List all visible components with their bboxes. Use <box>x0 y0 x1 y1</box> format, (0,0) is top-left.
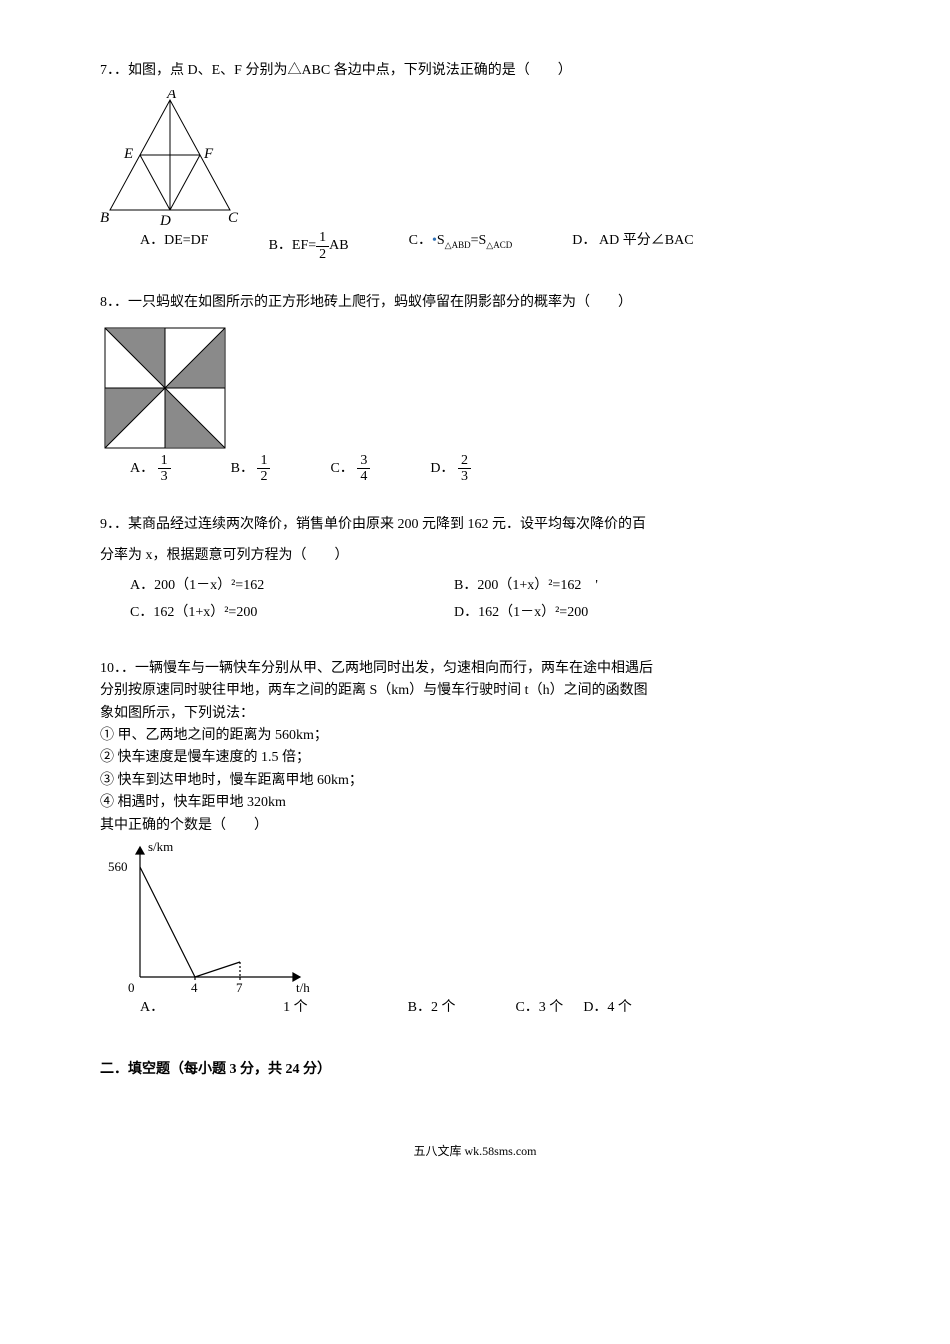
q10-text-3: 象如图所示，下列说法： <box>100 703 850 725</box>
q10-opt-b: B．2 个 <box>408 997 456 1019</box>
x1: 4 <box>191 980 198 995</box>
q7-opt-a: A．DE=DF <box>140 230 209 262</box>
label-f: F <box>203 146 214 162</box>
q7-opt-c: C．•S△ABD=S△ACD <box>409 230 513 262</box>
q10-opt-d: D．4 个 <box>583 997 632 1019</box>
q9-opt-a: A．200（1－x）²=162 <box>130 575 454 597</box>
label-c: C <box>228 210 239 226</box>
origin: 0 <box>128 980 135 995</box>
q10-stmt-1: ① 甲、乙两地之间的距离为 560km； <box>100 725 850 747</box>
q8-opt-c: C． 34 <box>330 453 370 485</box>
page-footer: 五八文库 wk.58sms.com <box>100 1142 850 1161</box>
q8-figure <box>100 323 230 453</box>
q10-stmt-2: ② 快车速度是慢车速度的 1.5 倍； <box>100 747 850 769</box>
xlabel: t/h <box>296 980 310 995</box>
q10-stmt-5: 其中正确的个数是（ ） <box>100 815 850 837</box>
q10-opt-c: C．3 个 <box>515 997 563 1019</box>
question-7: 7．．如图，点 D、E、F 分别为△ABC 各边中点，下列说法正确的是（ ） A… <box>100 60 850 262</box>
q7-opt-b: B．EF=12AB <box>269 230 349 262</box>
question-8: 8．．一只蚂蚁在如图所示的正方形地砖上爬行，蚂蚁停留在阴影部分的概率为（ ） A… <box>100 292 850 484</box>
q8-text: 8．．一只蚂蚁在如图所示的正方形地砖上爬行，蚂蚁停留在阴影部分的概率为（ ） <box>100 292 850 314</box>
x2: 7 <box>236 980 243 995</box>
q7-options: A．DE=DF B．EF=12AB C．•S△ABD=S△ACD D． AD 平… <box>140 230 850 262</box>
q9-opt-d: D．162（1－x）²=200 <box>454 602 778 624</box>
q7-text: 7．．如图，点 D、E、F 分别为△ABC 各边中点，下列说法正确的是（ ） <box>100 60 850 82</box>
frac-half: 12 <box>316 230 329 262</box>
label-d: D <box>159 213 171 229</box>
q10-figure: s/km t/h 560 0 4 7 <box>100 837 320 997</box>
q8-options: A． 13 B． 12 C． 34 D． 23 <box>130 453 850 485</box>
q10-stmt-4: ④ 相遇时，快车距甲地 320km <box>100 792 850 814</box>
ylabel: s/km <box>148 839 173 854</box>
q8-opt-d: D． 23 <box>430 453 471 485</box>
q9-opt-c: C．162（1+x）²=200 <box>130 602 454 624</box>
yval: 560 <box>108 859 128 874</box>
q10-options: A． 1 个 B．2 个 C．3 个 D．4 个 <box>140 997 850 1019</box>
section-2-title: 二．填空题（每小题 3 分，共 24 分） <box>100 1059 850 1081</box>
q9-text-1: 9．．某商品经过连续两次降价，销售单价由原来 200 元降到 162 元．设平均… <box>100 514 850 536</box>
q10-stmt-3: ③ 快车到达甲地时，慢车距离甲地 60km； <box>100 770 850 792</box>
q9-text-2: 分率为 x，根据题意可列方程为（ ） <box>100 545 850 567</box>
question-10: 10．．一辆慢车与一辆快车分别从甲、乙两地同时出发，匀速相向而行，两车在途中相遇… <box>100 658 850 1020</box>
q10-text-1: 10．．一辆慢车与一辆快车分别从甲、乙两地同时出发，匀速相向而行，两车在途中相遇… <box>100 658 850 680</box>
label-e: E <box>123 146 133 162</box>
q10-text-2: 分别按原速同时驶往甲地，两车之间的距离 S（km）与慢车行驶时间 t（h）之间的… <box>100 680 850 702</box>
q7-figure: A B C D E F <box>100 90 250 230</box>
label-b: B <box>100 210 109 226</box>
question-9: 9．．某商品经过连续两次降价，销售单价由原来 200 元降到 162 元．设平均… <box>100 514 850 628</box>
q8-opt-a: A． 13 <box>130 453 171 485</box>
q9-options: A．200（1－x）²=162 B．200（1+x）²=162 ' C．162（… <box>130 575 850 628</box>
q8-opt-b: B． 12 <box>231 453 271 485</box>
q10-opt-a: A． 1 个 <box>140 997 308 1019</box>
q7-opt-d: D． AD 平分∠BAC <box>572 230 693 262</box>
label-a: A <box>166 90 177 102</box>
q9-opt-b: B．200（1+x）²=162 ' <box>454 575 778 597</box>
